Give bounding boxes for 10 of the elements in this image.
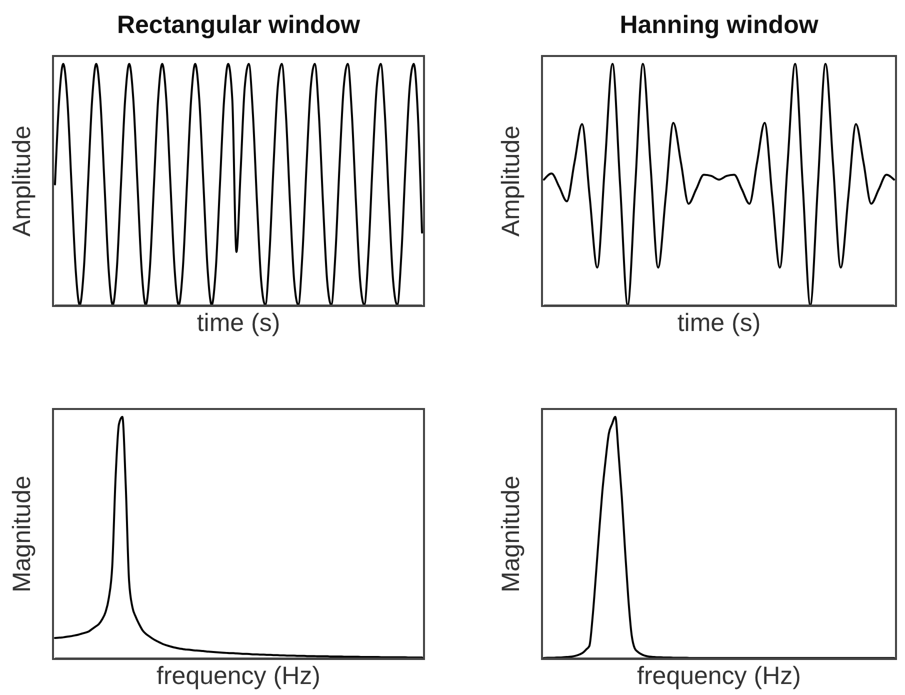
x-axis-title: time (s)	[676, 309, 762, 338]
y-axis-title: Amplitude	[496, 124, 526, 239]
y-axis-title: Magnitude	[7, 474, 37, 594]
x-axis-title: frequency (Hz)	[636, 662, 802, 691]
x-axis-title: frequency (Hz)	[156, 662, 322, 691]
chart-title: Rectangular window	[116, 11, 362, 40]
y-axis-title: Amplitude	[7, 124, 37, 239]
y-axis-title: Magnitude	[496, 474, 526, 594]
x-axis-title: time (s)	[196, 309, 282, 338]
chart-title: Hanning window	[618, 11, 820, 40]
